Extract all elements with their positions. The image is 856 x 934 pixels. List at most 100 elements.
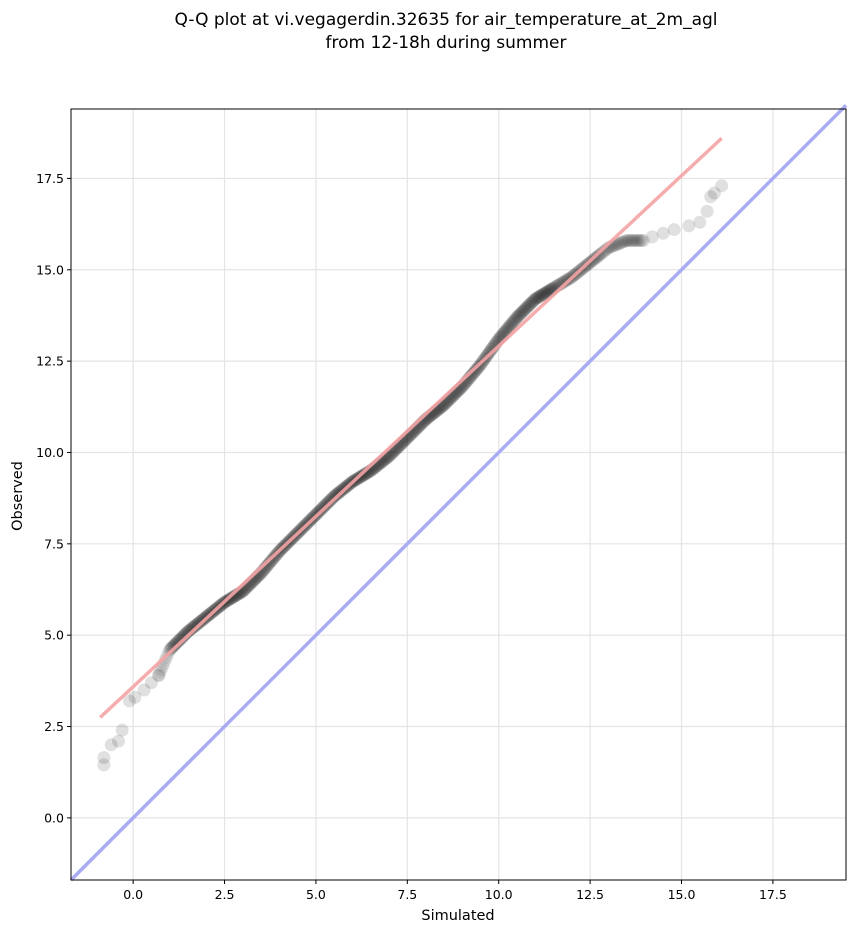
data-point xyxy=(630,234,644,248)
data-point xyxy=(185,621,199,635)
data-point xyxy=(656,226,670,240)
identity-line xyxy=(69,104,848,882)
data-point xyxy=(226,590,240,604)
data-point xyxy=(188,619,202,633)
data-point xyxy=(611,237,625,251)
data-point xyxy=(514,306,528,320)
data-point xyxy=(483,344,497,358)
data-point xyxy=(260,558,274,572)
data-point xyxy=(502,319,516,333)
fit-line xyxy=(99,136,723,719)
data-point xyxy=(700,204,714,218)
x-tick-label: 17.5 xyxy=(759,887,787,902)
data-point xyxy=(359,467,373,481)
data-point xyxy=(623,234,637,248)
data-point xyxy=(525,295,539,309)
data-point xyxy=(511,309,525,323)
y-tick-label: 12.5 xyxy=(36,354,64,369)
data-point xyxy=(122,694,136,708)
data-point xyxy=(628,234,642,248)
y-tick-label: 0.0 xyxy=(44,810,64,825)
x-tick-label: 0.0 xyxy=(123,887,143,902)
data-point xyxy=(516,304,530,318)
data-point xyxy=(328,488,342,502)
data-point xyxy=(166,640,180,654)
data-point xyxy=(112,734,126,748)
data-point xyxy=(513,308,527,322)
data-point xyxy=(326,491,340,505)
data-point xyxy=(625,234,639,248)
data-point xyxy=(466,366,480,380)
data-point xyxy=(616,235,630,249)
data-point xyxy=(184,622,198,636)
data-points xyxy=(97,179,729,772)
data-point xyxy=(186,620,200,634)
data-point xyxy=(598,243,612,257)
data-point xyxy=(327,490,341,504)
data-point xyxy=(715,179,729,193)
chart-title-line-2: from 12-18h during summer xyxy=(326,33,567,53)
y-tick-label: 15.0 xyxy=(36,262,64,277)
data-point xyxy=(629,234,643,248)
data-point xyxy=(263,555,277,569)
data-point xyxy=(532,290,546,304)
data-point xyxy=(468,365,482,379)
data-point xyxy=(637,234,651,248)
data-point xyxy=(504,318,518,332)
data-point xyxy=(104,738,118,752)
y-axis-label: Observed xyxy=(10,461,26,531)
data-point xyxy=(614,236,628,250)
data-point xyxy=(153,665,167,679)
data-point xyxy=(518,303,532,317)
data-point xyxy=(515,305,529,319)
grid-lines xyxy=(71,109,846,880)
data-point xyxy=(171,635,185,649)
data-point xyxy=(634,234,648,248)
data-point xyxy=(323,493,337,507)
data-point xyxy=(154,662,168,676)
data-point xyxy=(645,230,659,244)
data-point xyxy=(137,683,151,697)
data-point xyxy=(356,468,370,482)
data-point xyxy=(593,247,607,261)
data-point xyxy=(505,316,519,330)
data-point xyxy=(152,668,166,682)
data-point xyxy=(191,616,205,630)
y-tick-label: 2.5 xyxy=(44,719,64,734)
data-point xyxy=(682,219,696,233)
data-point xyxy=(262,557,276,571)
x-axis-ticks: 0.0 2.5 5.0 7.5 10.0 12.5 15.0 17.5 xyxy=(123,880,787,902)
data-point xyxy=(165,641,179,655)
data-point xyxy=(190,617,204,631)
data-point xyxy=(557,275,571,289)
data-point xyxy=(528,292,542,306)
data-point xyxy=(632,234,646,248)
data-point xyxy=(592,248,606,262)
data-point xyxy=(533,289,547,303)
data-point xyxy=(615,235,629,249)
x-tick-label: 10.0 xyxy=(485,887,513,902)
data-point xyxy=(469,363,483,377)
data-point xyxy=(626,234,640,248)
data-point xyxy=(324,492,338,506)
data-point xyxy=(97,751,111,765)
x-tick-label: 12.5 xyxy=(576,887,604,902)
data-point xyxy=(707,186,721,200)
data-point xyxy=(597,244,611,258)
data-point xyxy=(170,636,184,650)
data-point xyxy=(536,288,550,302)
data-point xyxy=(559,274,573,288)
data-point xyxy=(507,313,521,327)
data-point xyxy=(322,495,336,509)
data-point xyxy=(158,653,172,667)
data-point xyxy=(594,246,608,260)
chart-title-line-1: Q-Q plot at vi.vegagerdin.32635 for air_… xyxy=(174,10,717,30)
data-point xyxy=(144,676,158,690)
data-point xyxy=(167,638,181,652)
data-point xyxy=(617,234,631,248)
data-point xyxy=(624,234,638,248)
x-tick-label: 7.5 xyxy=(397,887,417,902)
data-point xyxy=(530,291,544,305)
data-point xyxy=(534,288,548,302)
